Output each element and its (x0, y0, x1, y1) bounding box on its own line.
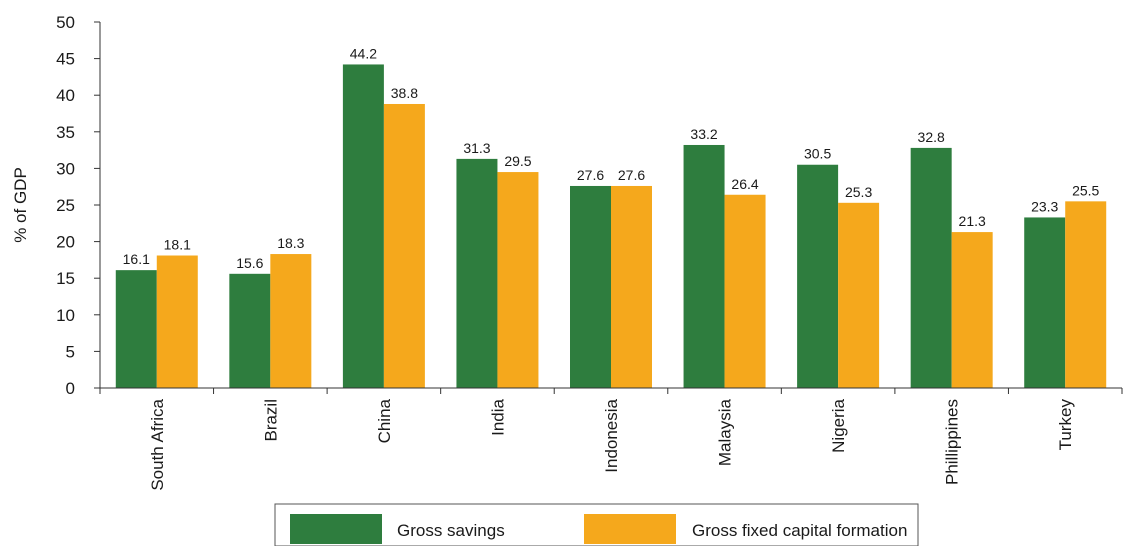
bar (115, 270, 157, 388)
bar (951, 232, 993, 388)
y-tick-label: 5 (66, 342, 75, 361)
data-label: 18.3 (277, 235, 304, 251)
x-tick-label: South Africa (148, 398, 167, 490)
bar (611, 185, 652, 388)
x-tick-label: Turkey (1056, 399, 1075, 451)
data-label: 26.4 (731, 176, 758, 192)
legend-swatch (290, 514, 382, 544)
x-tick-label: Malaysia (716, 398, 735, 466)
x-tick-label: China (375, 398, 394, 443)
bar (342, 64, 384, 389)
y-tick-label: 0 (66, 379, 75, 398)
y-tick-label: 10 (56, 306, 75, 325)
data-label: 31.3 (463, 140, 490, 156)
bar (383, 103, 425, 388)
data-label: 15.6 (236, 255, 263, 271)
data-label: 44.2 (350, 45, 377, 61)
data-label: 25.3 (845, 184, 872, 200)
data-label: 21.3 (959, 213, 986, 229)
data-label: 18.1 (164, 237, 191, 253)
y-tick-label: 30 (56, 159, 75, 178)
bar (270, 254, 312, 388)
y-tick-label: 50 (56, 13, 75, 32)
data-label: 38.8 (391, 85, 418, 101)
data-label: 32.8 (918, 129, 945, 145)
bar (1065, 201, 1107, 388)
legend: Gross savings Gross fixed capital formati… (274, 503, 919, 546)
y-tick-label: 15 (56, 269, 75, 288)
bar (570, 185, 611, 388)
legend-items: Gross savings Gross fixed capital formati… (290, 514, 907, 544)
x-tick-label: Nigeria (829, 398, 848, 452)
y-tick-label: 20 (56, 233, 75, 252)
bar (797, 164, 839, 388)
value-labels: 16.1 18.1 15.6 18.3 44.2 38.8 31.3 29.5 27.6 27.6… (123, 45, 1100, 270)
bar (229, 273, 271, 388)
bar (910, 147, 952, 388)
bar (156, 255, 198, 388)
bar (683, 144, 725, 388)
bar (456, 158, 498, 388)
x-tick-label: Indonesia (602, 398, 621, 472)
bar (724, 194, 766, 388)
x-tick-label: Brazil (261, 399, 280, 442)
bars-layer (115, 64, 1107, 389)
y-tick-label: 40 (56, 86, 75, 105)
y-ticks: 0 5 10 15 20 25 30 35 40 45 50 (56, 13, 100, 398)
legend-label: Gross savings (397, 521, 505, 540)
legend-swatch (584, 514, 676, 544)
bar (497, 172, 539, 388)
data-label: 33.2 (690, 126, 717, 142)
data-label: 27.6 (618, 167, 645, 183)
data-label: 25.5 (1072, 182, 1099, 198)
y-axis-title: % of GDP (11, 167, 30, 243)
data-label: 23.3 (1031, 198, 1058, 214)
data-label: 30.5 (804, 146, 831, 162)
data-label: 27.6 (577, 167, 604, 183)
y-tick-label: 45 (56, 50, 75, 69)
x-ticks: South Africa Brazil China India Indonesia Mal… (99, 388, 1123, 491)
x-tick-label: India (488, 398, 507, 435)
legend-label: Gross fixed capital formation (692, 521, 907, 540)
y-tick-label: 25 (56, 196, 75, 215)
y-tick-label: 35 (56, 123, 75, 142)
x-tick-label: Phillippines (943, 399, 962, 485)
data-label: 16.1 (123, 251, 150, 267)
bar (1024, 217, 1066, 388)
bar (838, 202, 880, 388)
data-label: 29.5 (504, 153, 531, 169)
